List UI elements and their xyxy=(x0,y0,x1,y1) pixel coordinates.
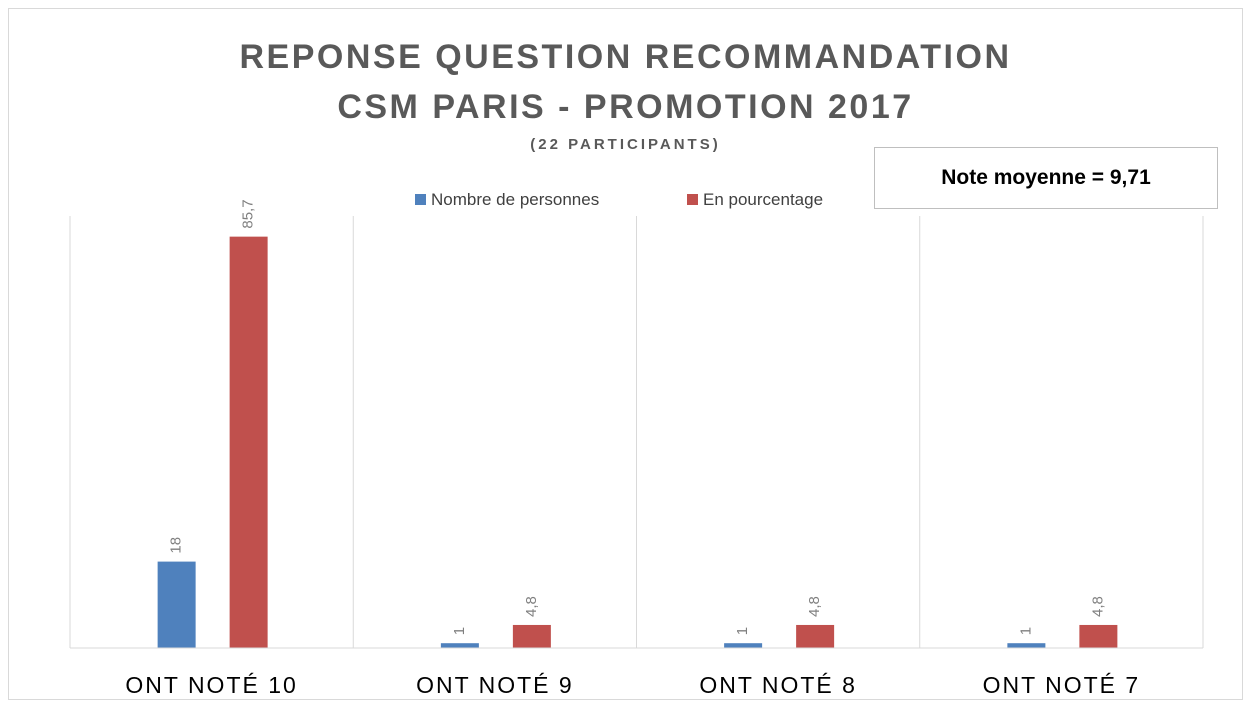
data-label: 1 xyxy=(1017,627,1034,635)
bar xyxy=(1007,643,1046,648)
data-label: 1 xyxy=(734,627,751,635)
annotation-box: Note moyenne = 9,71 xyxy=(874,147,1218,209)
data-label: 4,8 xyxy=(806,596,823,617)
data-label: 18 xyxy=(168,537,185,554)
legend-label: Nombre de personnes xyxy=(431,190,599,209)
chart-title: REPONSE QUESTION RECOMMANDATION CSM PARI… xyxy=(239,38,1012,126)
legend-swatch xyxy=(687,194,698,205)
bar xyxy=(512,624,551,648)
bar xyxy=(229,236,268,648)
data-label: 85,7 xyxy=(240,199,257,228)
legend-swatch xyxy=(415,194,426,205)
x-tick-label: ONT NOTÉ 8 xyxy=(699,672,857,698)
bar xyxy=(1079,624,1118,648)
data-label: 4,8 xyxy=(1089,596,1106,617)
chart-subtitle: (22 PARTICIPANTS) xyxy=(530,136,721,153)
chart-border xyxy=(8,8,1243,700)
x-tick-label: ONT NOTÉ 9 xyxy=(416,672,574,698)
legend-label: En pourcentage xyxy=(703,190,823,209)
bar xyxy=(796,624,835,648)
bar xyxy=(440,643,479,648)
x-tick-label: ONT NOTÉ 10 xyxy=(125,672,297,698)
bar xyxy=(157,561,196,648)
bar xyxy=(724,643,763,648)
x-tick-label: ONT NOTÉ 7 xyxy=(983,672,1141,698)
data-label: 1 xyxy=(451,627,468,635)
data-label: 4,8 xyxy=(523,596,540,617)
